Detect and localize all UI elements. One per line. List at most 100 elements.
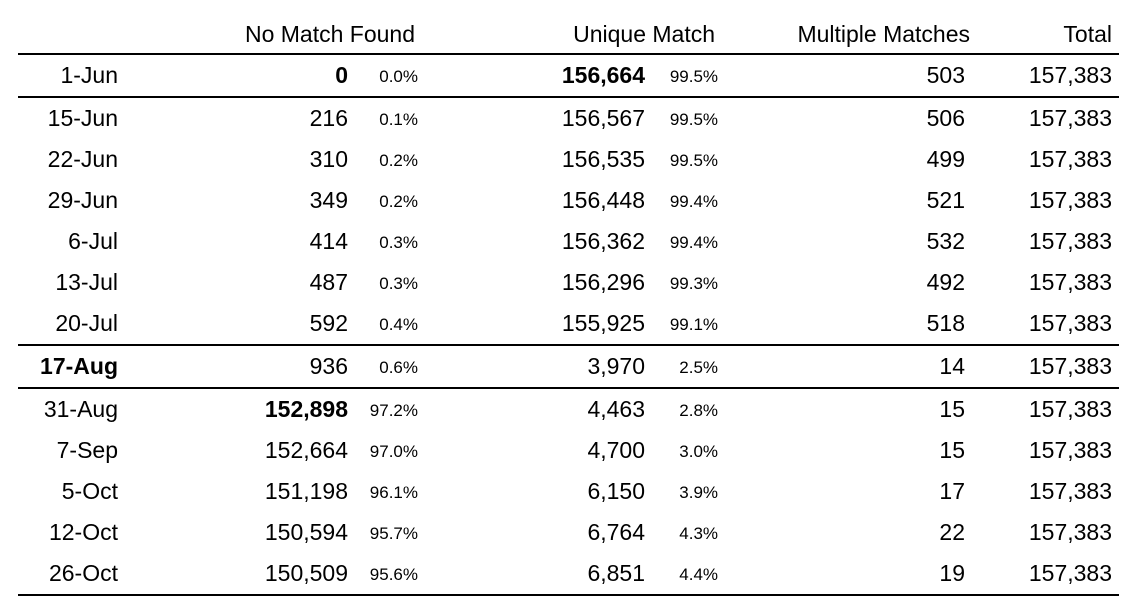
cell-no_match: 152,664	[264, 437, 348, 463]
table-row: 13-Jul 487 0.3% 156,296 99.3% 492 157,383	[18, 262, 1119, 303]
cell-date: 1-Jun	[60, 62, 118, 88]
cell-total: 157,383	[1028, 519, 1113, 545]
cell-no_match_pct: 95.6%	[369, 565, 418, 584]
cell-multiple: 19	[939, 560, 966, 586]
cell-unique: 156,567	[561, 105, 645, 131]
cell-multiple: 14	[939, 353, 966, 379]
cell-unique_pct: 3.0%	[679, 442, 719, 461]
cell-total: 157,383	[1028, 62, 1113, 88]
table-row: 15-Jun 216 0.1% 156,567 99.5% 506 157,383	[18, 97, 1119, 139]
cell-total: 157,383	[1028, 187, 1113, 213]
cell-multiple: 492	[926, 269, 966, 295]
corner-cell	[18, 15, 118, 54]
cell-no_match_pct: 0.0%	[379, 67, 418, 86]
cell-unique: 156,664	[561, 62, 645, 88]
cell-multiple: 503	[926, 62, 966, 88]
table-row: 29-Jun 349 0.2% 156,448 99.4% 521 157,383	[18, 180, 1119, 221]
cell-no_match: 414	[309, 228, 348, 254]
cell-no_match_pct: 0.2%	[379, 151, 418, 170]
cell-no_match: 151,198	[264, 478, 348, 504]
cell-no_match_pct: 0.3%	[379, 274, 418, 293]
cell-unique: 156,448	[561, 187, 645, 213]
cell-no_match_pct: 97.2%	[369, 401, 418, 420]
cell-unique: 156,362	[561, 228, 645, 254]
cell-total: 157,383	[1028, 560, 1113, 586]
cell-no_match_pct: 95.7%	[369, 524, 418, 543]
cell-no_match_pct: 96.1%	[369, 483, 418, 502]
cell-total: 157,383	[1028, 478, 1113, 504]
cell-total: 157,383	[1028, 146, 1113, 172]
cell-date: 13-Jul	[55, 269, 118, 295]
cell-unique: 6,851	[587, 560, 645, 586]
cell-multiple: 521	[926, 187, 966, 213]
cell-total: 157,383	[1028, 269, 1113, 295]
cell-date: 12-Oct	[48, 519, 118, 545]
cell-no_match_pct: 0.6%	[379, 358, 418, 377]
cell-no_match: 150,509	[264, 560, 348, 586]
cell-unique_pct: 2.8%	[679, 401, 719, 420]
cell-unique_pct: 99.5%	[669, 67, 719, 86]
table-row: 17-Aug 936 0.6% 3,970 2.5% 14 157,383	[18, 345, 1120, 388]
cell-no_match: 0	[335, 62, 348, 88]
cell-unique: 4,463	[587, 396, 645, 422]
cell-no_match_pct: 97.0%	[369, 442, 418, 461]
cell-no_match_pct: 0.4%	[379, 315, 418, 334]
cell-date: 22-Jun	[47, 146, 118, 172]
cell-unique_pct: 99.4%	[669, 233, 719, 252]
cell-no_match: 216	[309, 105, 348, 131]
cell-unique_pct: 2.5%	[679, 358, 719, 377]
table-row: 12-Oct 150,594 95.7% 6,764 4.3% 22 157,383	[18, 512, 1119, 553]
cell-no_match: 152,898	[264, 396, 348, 422]
header-total: Total	[1063, 20, 1113, 47]
cell-no_match: 349	[309, 187, 348, 213]
cell-total: 157,383	[1028, 353, 1113, 379]
cell-total: 157,383	[1028, 396, 1113, 422]
cell-multiple: 532	[926, 228, 966, 254]
cell-total: 157,383	[1028, 437, 1113, 463]
cell-unique_pct: 99.1%	[669, 315, 719, 334]
cell-date: 29-Jun	[47, 187, 118, 213]
table-row: 26-Oct 150,509 95.6% 6,851 4.4% 19 157,383	[18, 553, 1120, 595]
cell-date: 15-Jun	[47, 105, 118, 131]
header-unique-match: Unique Match	[573, 20, 716, 47]
cell-unique_pct: 99.5%	[669, 110, 719, 129]
header-row: No Match Found Unique Match Multiple Mat…	[18, 15, 1120, 54]
cell-total: 157,383	[1028, 105, 1113, 131]
cell-unique: 155,925	[561, 310, 645, 336]
table-row: 7-Sep 152,664 97.0% 4,700 3.0% 15 157,383	[18, 430, 1119, 471]
cell-unique_pct: 3.9%	[679, 483, 719, 502]
cell-multiple: 17	[939, 478, 966, 504]
table-row: 20-Jul 592 0.4% 155,925 99.1% 518 157,383	[18, 303, 1120, 345]
cell-unique: 3,970	[587, 353, 645, 379]
table-row: 1-Jun 0 0.0% 156,664 99.5% 503 157,383	[18, 54, 1120, 97]
cell-no_match: 592	[309, 310, 348, 336]
header-no-match-found: No Match Found	[244, 20, 415, 47]
cell-no_match_pct: 0.2%	[379, 192, 418, 211]
cell-multiple: 22	[939, 519, 966, 545]
cell-total: 157,383	[1028, 310, 1113, 336]
cell-date: 20-Jul	[55, 310, 118, 336]
cell-multiple: 506	[926, 105, 966, 131]
table-body: 1-Jun 0 0.0% 156,664 99.5% 503 157,383 15-Jun 21…	[18, 54, 1120, 596]
table-row: 31-Aug 152,898 97.2% 4,463 2.8% 15 157,383	[18, 388, 1119, 430]
cell-unique_pct: 99.3%	[669, 274, 719, 293]
cell-no_match_pct: 0.3%	[379, 233, 418, 252]
cell-date: 17-Aug	[40, 353, 118, 379]
cell-unique: 6,764	[587, 519, 645, 545]
header-multiple-matches: Multiple Matches	[797, 20, 971, 47]
table-row: 22-Jun 310 0.2% 156,535 99.5% 499 157,383	[18, 139, 1119, 180]
cell-no_match_pct: 0.1%	[379, 110, 418, 129]
cell-multiple: 499	[926, 146, 966, 172]
cell-unique: 156,296	[561, 269, 645, 295]
match-statistics-table: No Match Found Unique Match Multiple Mat…	[18, 15, 1120, 596]
cell-unique: 6,150	[587, 478, 645, 504]
cell-multiple: 518	[926, 310, 966, 336]
cell-unique: 4,700	[587, 437, 645, 463]
cell-total: 157,383	[1028, 228, 1113, 254]
table-row: 6-Jul 414 0.3% 156,362 99.4% 532 157,383	[18, 221, 1119, 262]
cell-no_match: 487	[309, 269, 348, 295]
cell-date: 7-Sep	[56, 437, 118, 463]
cell-multiple: 15	[939, 396, 966, 422]
cell-no_match: 936	[309, 353, 348, 379]
